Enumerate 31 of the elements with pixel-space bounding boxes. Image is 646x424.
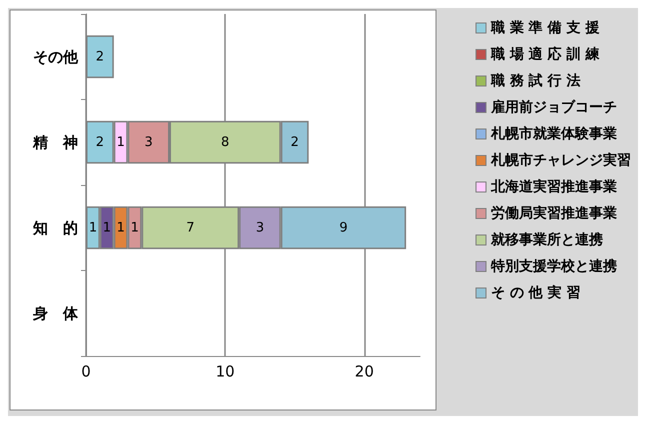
legend-label: 職 務 試 行 法 — [490, 72, 580, 89]
data-label: 3 — [144, 134, 153, 150]
data-label: 2 — [290, 134, 299, 150]
x-tick-label: 20 — [354, 362, 374, 380]
legend-label: 職 業 準 備 支 援 — [490, 19, 600, 36]
x-tick-label: 10 — [216, 362, 235, 380]
data-label: 8 — [221, 134, 230, 150]
data-label: 9 — [339, 220, 348, 236]
y-tick-label: 精 神 — [32, 133, 78, 152]
data-label: 1 — [130, 220, 139, 236]
y-tick-label: 知 的 — [32, 218, 78, 237]
legend-label: 札幌市チャレンジ実習 — [490, 152, 631, 168]
data-label: 1 — [116, 220, 125, 236]
legend-label: 特別支援学校と連携 — [490, 258, 617, 274]
legend-label: 札幌市就業体験事業 — [490, 125, 617, 142]
x-tick-label: 0 — [81, 362, 91, 380]
data-label: 1 — [116, 134, 125, 150]
data-label: 2 — [96, 134, 104, 150]
legend-label: 就移事業所と連携 — [490, 231, 603, 248]
legend-label: そ の 他 実 習 — [491, 284, 580, 301]
data-label: 1 — [102, 220, 112, 236]
legend-label: 職 場 適 応 訓 練 — [490, 46, 600, 62]
legend-label: 北海道実習推進事業 — [490, 178, 617, 195]
y-tick-label: その他 — [33, 48, 79, 66]
data-label: 7 — [186, 220, 195, 236]
legend-label: 労働局実習推進事業 — [491, 204, 617, 222]
data-label: 1 — [88, 220, 98, 236]
data-label: 2 — [96, 49, 104, 64]
data-label: 3 — [256, 220, 264, 236]
y-tick-label: 身 体 — [32, 304, 79, 322]
legend-label: 雇用前ジョブコーチ — [490, 98, 617, 116]
